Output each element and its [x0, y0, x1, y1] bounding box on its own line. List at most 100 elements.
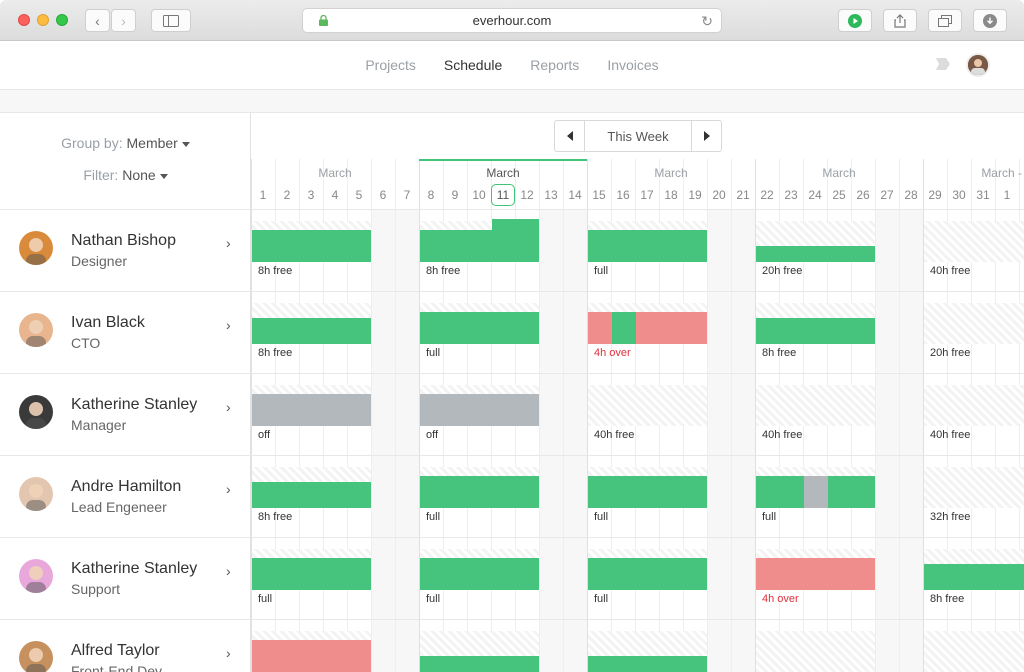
allocation-bar[interactable] — [756, 476, 804, 508]
allocation-bar[interactable] — [252, 394, 371, 426]
member-row[interactable]: Andre Hamilton Lead Engeneer › — [0, 455, 251, 537]
group-by-control[interactable]: Group by: Member — [0, 135, 251, 151]
day-number: 4 — [331, 188, 339, 202]
nav-schedule[interactable]: Schedule — [443, 57, 503, 73]
week-label[interactable]: This Week — [607, 129, 669, 144]
member-row[interactable]: Katherine Stanley Support › — [0, 537, 251, 619]
member-row[interactable]: Alfred Taylor Front-End Dev › — [0, 619, 251, 672]
allocation-bar[interactable] — [924, 564, 1024, 590]
close-window-button[interactable] — [18, 14, 30, 26]
filter-label: Filter: — [83, 167, 119, 183]
month-label: March - A — [981, 166, 1024, 180]
chevron-right-icon[interactable]: › — [226, 645, 231, 661]
allocation-bar[interactable] — [588, 476, 707, 508]
next-week-button[interactable] — [691, 121, 721, 151]
nav-invoices[interactable]: Invoices — [607, 57, 659, 73]
chevron-right-icon[interactable]: › — [226, 317, 231, 333]
allocation-bar[interactable] — [828, 476, 875, 508]
capacity-label: 20h free — [762, 265, 803, 277]
row-divider — [251, 455, 1024, 456]
day-column-line — [923, 159, 924, 672]
capacity-label: 8h free — [258, 511, 293, 523]
day-number: 8 — [427, 188, 435, 202]
day-column-line — [731, 159, 732, 672]
member-row[interactable]: Nathan Bishop Designer › — [0, 209, 251, 291]
chevron-left-icon: ‹ — [95, 12, 100, 29]
chevron-right-icon[interactable]: › — [226, 563, 231, 579]
allocation-bar[interactable] — [420, 558, 539, 590]
member-row[interactable]: Ivan Black CTO › — [0, 291, 251, 373]
toolbar-strip — [0, 90, 1024, 113]
allocation-bar[interactable] — [756, 246, 875, 262]
row-divider — [251, 291, 1024, 292]
chevron-right-icon[interactable]: › — [226, 399, 231, 415]
allocation-bar[interactable] — [252, 558, 371, 590]
notifications-icon[interactable] — [935, 57, 951, 71]
chevron-right-icon[interactable]: › — [226, 481, 231, 497]
allocation-bar[interactable] — [612, 312, 636, 344]
month-label: March — [822, 166, 856, 180]
availability-band — [756, 385, 875, 426]
back-button[interactable]: ‹ — [85, 9, 110, 32]
previous-week-button[interactable] — [555, 121, 585, 151]
day-number: 10 — [472, 188, 486, 202]
allocation-bar[interactable] — [492, 219, 539, 262]
allocation-bar[interactable] — [420, 394, 539, 426]
allocation-bar[interactable] — [588, 558, 707, 590]
member-name: Andre Hamilton — [71, 478, 182, 495]
capacity-label: 8h free — [930, 593, 965, 605]
allocation-bar[interactable] — [588, 230, 707, 262]
member-avatar — [19, 559, 53, 593]
allocation-bar[interactable] — [756, 558, 875, 590]
allocation-bar[interactable] — [252, 318, 371, 344]
capacity-label: off — [426, 429, 439, 441]
capacity-label: 40h free — [762, 429, 803, 441]
forward-button[interactable]: › — [111, 9, 136, 32]
allocation-bar[interactable] — [252, 482, 371, 508]
day-number: 16 — [616, 188, 630, 202]
allocation-bar[interactable] — [252, 230, 371, 262]
allocation-bar[interactable] — [636, 312, 707, 344]
capacity-label: 8h free — [258, 347, 293, 359]
day-number: 23 — [784, 188, 798, 202]
nav-projects[interactable]: Projects — [365, 57, 416, 73]
capacity-label: 32h free — [930, 511, 971, 523]
allocation-bar[interactable] — [756, 318, 875, 344]
day-number: 15 — [592, 188, 606, 202]
availability-band — [924, 385, 1024, 426]
allocation-bar[interactable] — [804, 476, 828, 508]
sidebar-toggle-button[interactable] — [151, 9, 191, 32]
allocation-bar[interactable] — [420, 476, 539, 508]
tabs-button[interactable] — [928, 9, 962, 32]
lock-icon — [319, 15, 328, 26]
row-divider — [251, 619, 1024, 620]
allocation-bar[interactable] — [252, 640, 371, 672]
month-label: March — [318, 166, 352, 180]
reload-icon[interactable]: ↻ — [701, 13, 713, 29]
capacity-label: 40h free — [930, 265, 971, 277]
user-avatar[interactable] — [966, 53, 990, 77]
allocation-bar[interactable] — [420, 312, 539, 344]
allocation-bar[interactable] — [420, 656, 539, 672]
sidebar-icon — [163, 14, 179, 27]
zoom-window-button[interactable] — [56, 14, 68, 26]
row-divider — [251, 537, 1024, 538]
caret-down-icon — [181, 141, 190, 147]
capacity-label: 40h free — [594, 429, 635, 441]
member-role: Lead Engeneer — [71, 499, 167, 515]
chevron-right-icon[interactable]: › — [226, 235, 231, 251]
member-row[interactable]: Katherine Stanley Manager › — [0, 373, 251, 455]
allocation-bar[interactable] — [588, 656, 707, 672]
filter-control[interactable]: Filter: None — [0, 167, 251, 183]
day-number: 19 — [688, 188, 702, 202]
triangle-left-icon — [566, 131, 573, 141]
address-bar[interactable]: everhour.com ↻ — [302, 8, 722, 33]
share-button[interactable] — [883, 9, 917, 32]
allocation-bar[interactable] — [588, 312, 612, 344]
minimize-window-button[interactable] — [37, 14, 49, 26]
capacity-label: 20h free — [930, 347, 971, 359]
downloads-button[interactable] — [973, 9, 1007, 32]
app-header: Projects Schedule Reports Invoices — [0, 41, 1024, 90]
nav-reports[interactable]: Reports — [530, 57, 580, 73]
extension-button[interactable] — [838, 9, 872, 32]
